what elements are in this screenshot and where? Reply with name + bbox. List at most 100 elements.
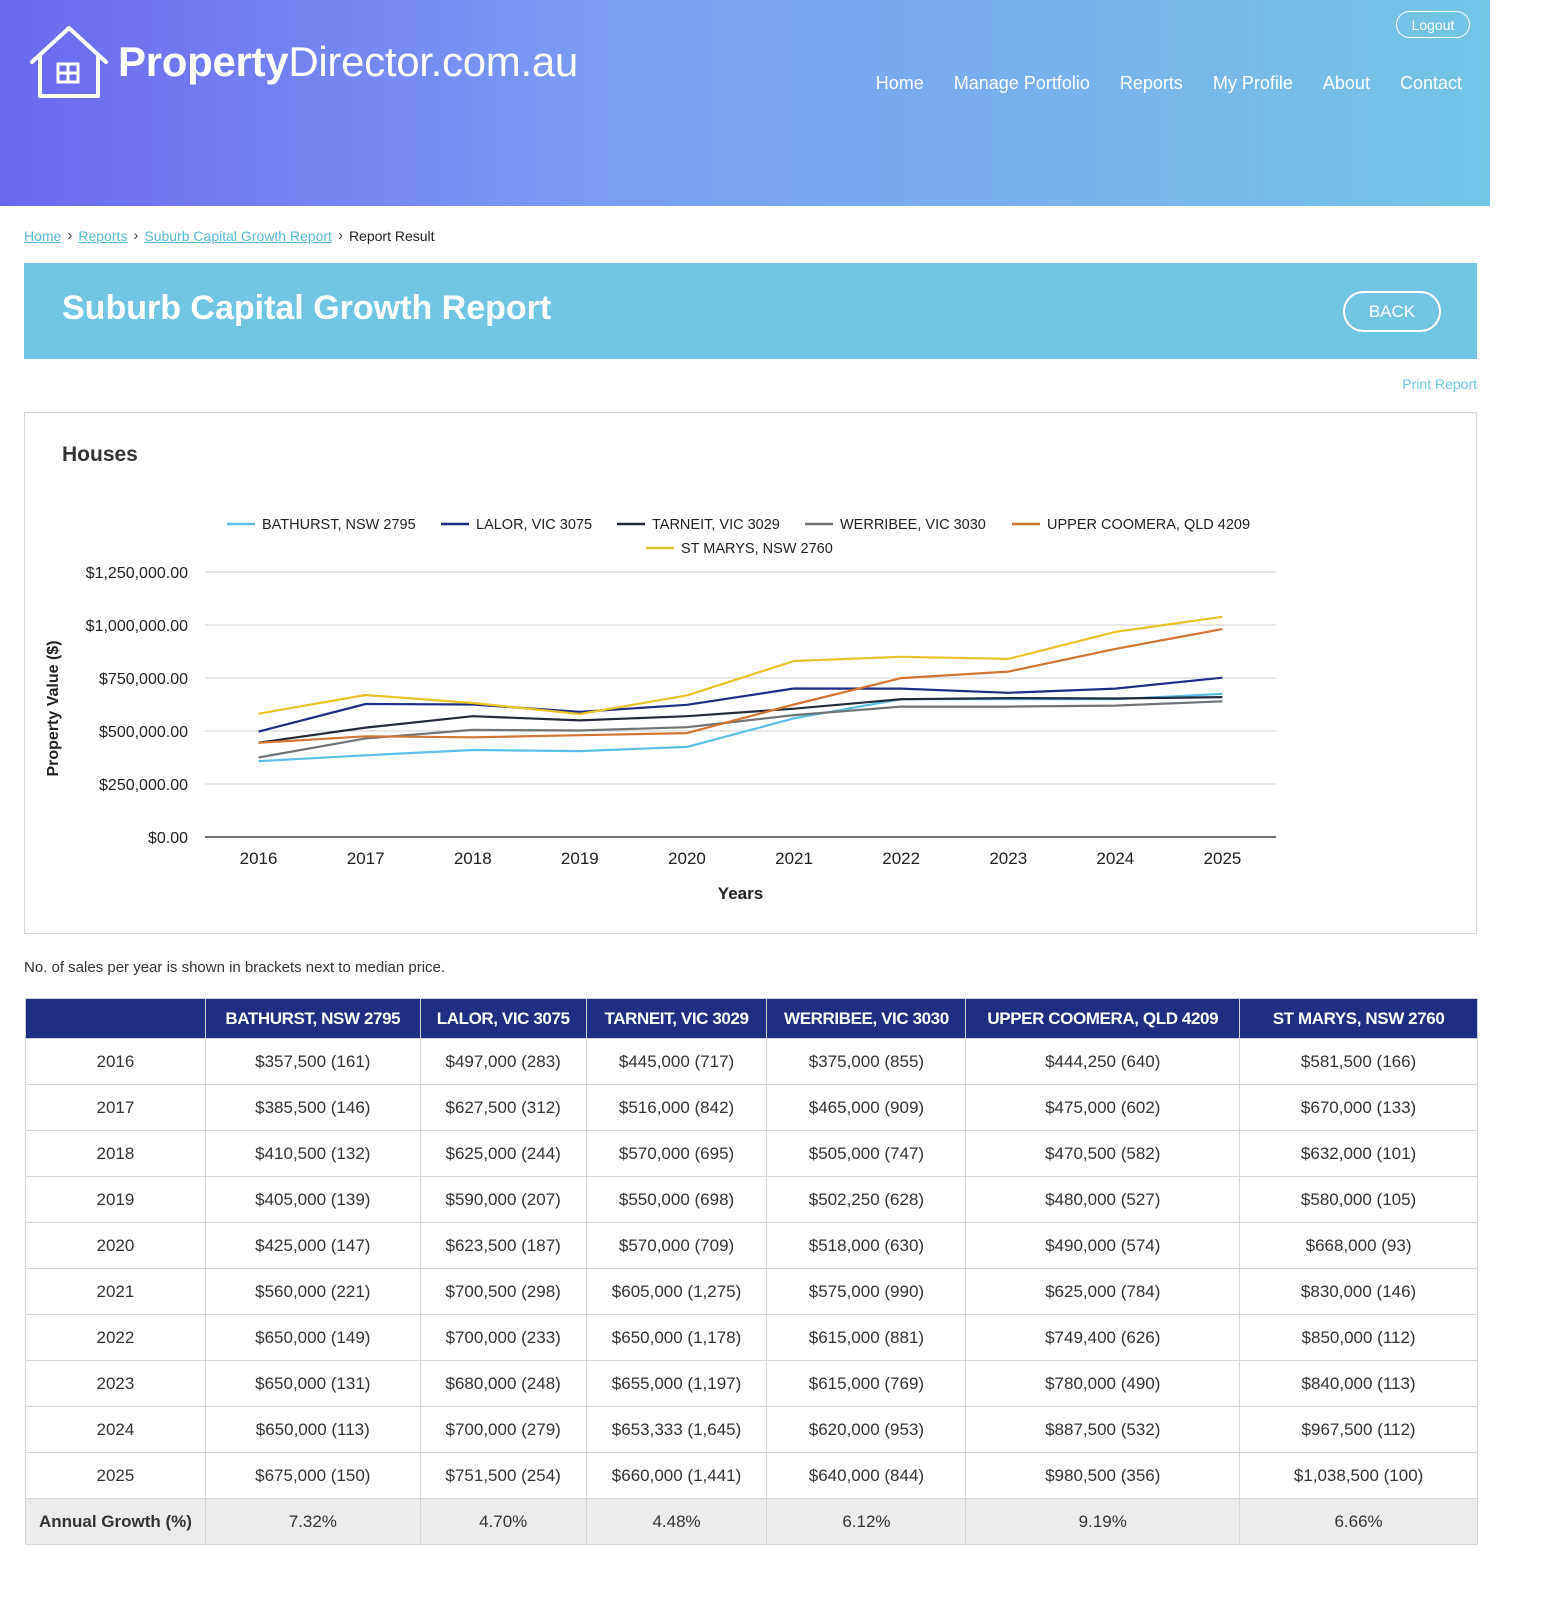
houses-line-chart: Houses $0.00 $250,000.00 $500,000.00 $750,00…	[45, 443, 1276, 903]
series-line-3	[258, 700, 1223, 759]
table-cell: $357,500 (161)	[204, 1038, 421, 1085]
table-row: 2023 $650,000 (131) $680,000 (248) $655,000…	[25, 1360, 1478, 1407]
table-cell: $700,000 (233)	[419, 1314, 587, 1361]
column-header: TARNEIT, VIC 3029	[585, 998, 768, 1039]
back-button[interactable]: BACK	[1343, 291, 1441, 332]
x-tick-label: 2017	[347, 849, 385, 868]
growth-cell: 7.32%	[204, 1498, 421, 1545]
nav-home[interactable]: Home	[875, 73, 924, 93]
chevron-right-icon: ›	[67, 227, 73, 244]
table-cell: $850,000 (112)	[1239, 1314, 1478, 1361]
legend-label: WERRIBEE, VIC 3030	[840, 517, 986, 533]
column-header: BATHURST, NSW 2795	[204, 998, 421, 1039]
column-header	[25, 998, 206, 1039]
x-tick-label: 2019	[561, 849, 599, 868]
table-cell: $505,000 (747)	[766, 1130, 967, 1177]
growth-cell: 4.48%	[585, 1498, 768, 1545]
legend-label: LALOR, VIC 3075	[476, 517, 592, 533]
table-cell: $497,000 (283)	[419, 1038, 587, 1085]
table-cell: $653,333 (1,645)	[585, 1406, 768, 1453]
x-tick-label: 2025	[1204, 849, 1242, 868]
breadcrumb-reports[interactable]: Reports	[78, 227, 128, 244]
table-cell: $615,000 (769)	[766, 1360, 967, 1407]
table-cell: $470,500 (582)	[965, 1130, 1241, 1177]
x-axis-label: Years	[718, 884, 763, 903]
logout-button[interactable]: Logout	[1396, 11, 1470, 38]
table-cell: $581,500 (166)	[1239, 1038, 1478, 1085]
house-icon	[30, 26, 108, 98]
table-cell: $605,000 (1,275)	[585, 1268, 768, 1315]
nav-my-profile[interactable]: My Profile	[1212, 73, 1293, 93]
x-tick-label: 2023	[989, 849, 1027, 868]
table-cell: $575,000 (990)	[766, 1268, 967, 1315]
y-axis-label: Property Value ($)	[45, 640, 62, 776]
table-cell: $670,000 (133)	[1239, 1084, 1478, 1131]
column-header: ST MARYS, NSW 2760	[1239, 998, 1478, 1039]
breadcrumb-suburb-report[interactable]: Suburb Capital Growth Report	[144, 227, 332, 244]
table-cell: $570,000 (695)	[585, 1130, 768, 1177]
table-cell: $650,000 (113)	[204, 1406, 421, 1453]
table-row: 2025 $675,000 (150) $751,500 (254) $660,000…	[25, 1452, 1478, 1499]
x-tick-label: 2018	[454, 849, 492, 868]
table-cell: $650,000 (131)	[204, 1360, 421, 1407]
table-cell: $518,000 (630)	[766, 1222, 967, 1269]
sales-note: No. of sales per year is shown in bracke…	[24, 959, 446, 976]
y-tick-label: $1,000,000.00	[86, 618, 188, 635]
site-header: PropertyDirector.com.au Logout Home Mana…	[0, 0, 1490, 206]
breadcrumb-current: Report Result	[348, 227, 435, 244]
growth-cell: 4.70%	[419, 1498, 587, 1545]
legend-label: BATHURST, NSW 2795	[262, 517, 416, 533]
row-year: 2024	[25, 1406, 206, 1453]
table-cell: $650,000 (149)	[204, 1314, 421, 1361]
table-cell: $627,500 (312)	[419, 1084, 587, 1131]
breadcrumb-home[interactable]: Home	[24, 227, 62, 244]
table-row: 2022 $650,000 (149) $700,000 (233) $650,000…	[25, 1314, 1478, 1361]
growth-table: BATHURST, NSW 2795 LALOR, VIC 3075 TARNEIT…	[25, 998, 1478, 1545]
table-header-row: BATHURST, NSW 2795 LALOR, VIC 3075 TARNEIT…	[25, 998, 1478, 1039]
annual-growth-row: Annual Growth (%) 7.32% 4.70% 4.48% 6.12% 9.1…	[25, 1498, 1478, 1545]
logo-text-rest: Director.com.au	[288, 38, 578, 85]
table-cell: $830,000 (146)	[1239, 1268, 1478, 1315]
x-tick-label: 2024	[1096, 849, 1134, 868]
table-row: 2021 $560,000 (221) $700,500 (298) $605,000…	[25, 1268, 1478, 1315]
table-row: 2018 $410,500 (132) $625,000 (244) $570,000…	[25, 1130, 1478, 1177]
table-cell: $465,000 (909)	[766, 1084, 967, 1131]
nav-contact[interactable]: Contact	[1399, 73, 1462, 93]
table-cell: $840,000 (113)	[1239, 1360, 1478, 1407]
table-cell: $632,000 (101)	[1239, 1130, 1478, 1177]
table-cell: $680,000 (248)	[419, 1360, 587, 1407]
table-cell: $405,000 (139)	[204, 1176, 421, 1223]
table-cell: $625,000 (784)	[965, 1268, 1241, 1315]
table-cell: $780,000 (490)	[965, 1360, 1241, 1407]
table-cell: $385,500 (146)	[204, 1084, 421, 1131]
print-report-link[interactable]: Print Report	[1402, 376, 1477, 392]
site-logo[interactable]: PropertyDirector.com.au	[28, 24, 578, 100]
table-cell: $655,000 (1,197)	[585, 1360, 768, 1407]
growth-cell: 6.66%	[1239, 1498, 1478, 1545]
nav-about[interactable]: About	[1322, 73, 1370, 93]
page-title: Suburb Capital Growth Report	[62, 289, 552, 327]
column-header: UPPER COOMERA, QLD 4209	[965, 998, 1241, 1039]
legend-label: TARNEIT, VIC 3029	[652, 517, 780, 533]
logo-text: PropertyDirector.com.au	[118, 38, 578, 86]
column-header: LALOR, VIC 3075	[419, 998, 587, 1039]
table-row: 2024 $650,000 (113) $700,000 (279) $653,333…	[25, 1406, 1478, 1453]
table-cell: $516,000 (842)	[585, 1084, 768, 1131]
table-cell: $445,000 (717)	[585, 1038, 768, 1085]
y-tick-label: $0.00	[148, 830, 188, 847]
series-line-2	[258, 696, 1223, 744]
table-cell: $887,500 (532)	[965, 1406, 1241, 1453]
table-cell: $620,000 (953)	[766, 1406, 967, 1453]
nav-reports[interactable]: Reports	[1119, 73, 1183, 93]
table-cell: $1,038,500 (100)	[1239, 1452, 1478, 1499]
table-cell: $550,000 (698)	[585, 1176, 768, 1223]
column-header: WERRIBEE, VIC 3030	[766, 998, 967, 1039]
nav-manage-portfolio[interactable]: Manage Portfolio	[953, 73, 1090, 93]
table-cell: $475,000 (602)	[965, 1084, 1241, 1131]
row-year: 2025	[25, 1452, 206, 1499]
series-line-1	[258, 676, 1223, 733]
x-tick-label: 2016	[240, 849, 278, 868]
table-cell: $590,000 (207)	[419, 1176, 587, 1223]
x-tick-label: 2021	[775, 849, 813, 868]
table-cell: $640,000 (844)	[766, 1452, 967, 1499]
